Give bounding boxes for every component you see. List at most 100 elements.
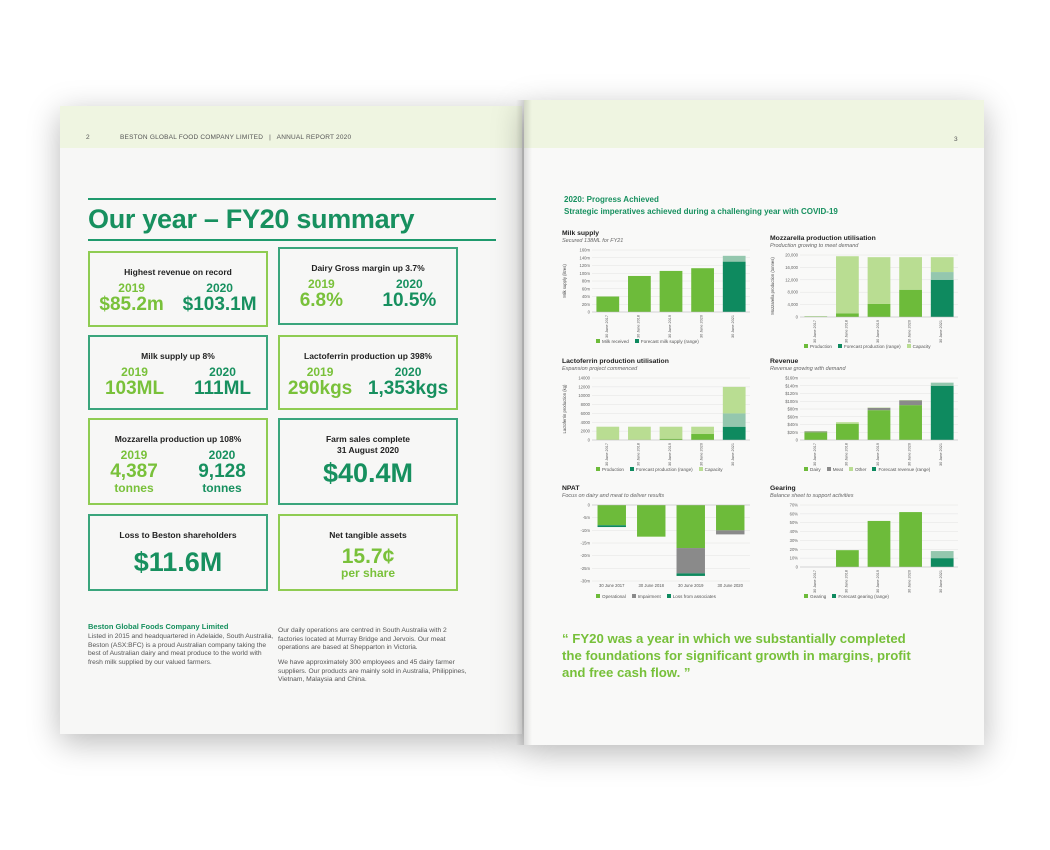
bar-segment xyxy=(899,289,922,317)
y-tick-label: -10m xyxy=(580,528,590,533)
legend-item: Milk received xyxy=(596,339,629,344)
stat-box-milk: Milk supply up 8% 2019 103ML 2020 111ML xyxy=(88,335,268,410)
stat-value: 1,353kgs xyxy=(367,378,449,399)
legend-item: Gearing xyxy=(804,594,826,599)
chart-subtitle: Secured 138ML for FY21 xyxy=(562,238,624,244)
left-page: 2 BESTON GLOBAL FOOD COMPANY LIMITED | A… xyxy=(60,106,522,734)
chart-revenue: Revenue Revenue growing with demand 0 $20m $… xyxy=(770,358,966,486)
stat-value: 15.7¢ xyxy=(341,545,395,568)
legend-item: Loss from associates xyxy=(666,594,716,599)
stat-box-loss: Loss to Beston shareholders $11.6M xyxy=(88,514,268,591)
stat-heading: Highest revenue on record xyxy=(124,267,232,277)
stat-box-revenue: Highest revenue on record 2019 $85.2m 202… xyxy=(88,251,268,327)
legend-label: Other xyxy=(854,467,867,472)
legend-swatch xyxy=(634,339,639,343)
legend-swatch xyxy=(906,344,911,348)
bar-segment xyxy=(596,426,620,440)
x-tick-label: 30 June 2018 xyxy=(639,583,665,588)
chart-mozzarella: Mozzarella production utilisation Product… xyxy=(770,235,966,363)
y-tick-label: $40m xyxy=(788,422,799,427)
y-tick-label: 10000 xyxy=(578,393,590,398)
y-tick-label: 20% xyxy=(790,547,799,552)
bar-segment xyxy=(722,413,746,427)
y-tick-label: 0 xyxy=(796,565,799,570)
stat-unit: per share xyxy=(340,566,396,580)
divider xyxy=(88,198,496,200)
bar-segment xyxy=(930,279,954,317)
legend-swatch xyxy=(872,467,877,471)
bar-segment xyxy=(930,551,954,559)
bar-segment xyxy=(930,272,954,280)
chart-title: Lactoferrin production utilisation xyxy=(562,358,669,365)
chart-title: NPAT xyxy=(562,485,580,492)
stat-heading: Loss to Beston shareholders xyxy=(119,530,237,540)
bar-segment xyxy=(867,407,891,411)
x-tick-label: 30 June 2018 xyxy=(844,443,848,466)
legend-item: Meat xyxy=(826,467,843,472)
legend-item: Forecast revenue (range) xyxy=(872,467,930,472)
x-tick-label: 30 June 2020 xyxy=(700,443,704,466)
x-tick-label: 30 June 2017 xyxy=(813,570,817,593)
x-tick-label: 30 June 2019 xyxy=(876,320,880,343)
legend-item: Dairy xyxy=(804,467,821,472)
legend-label: Meat xyxy=(832,467,843,472)
bar-segment xyxy=(597,505,626,526)
bar-segment xyxy=(722,255,746,262)
legend-swatch xyxy=(596,339,600,343)
chart-plot: Milk supply (litres) 0 20m 40m 60m 80m 100m 120… xyxy=(562,248,750,338)
bar-segment xyxy=(722,261,746,312)
bar-segment xyxy=(628,426,651,440)
y-tick-label: 70% xyxy=(790,503,799,508)
legend-label: Capacity xyxy=(912,344,931,349)
chart-legend: Operational Impairment Loss from associate… xyxy=(596,594,758,599)
page-number: 2 xyxy=(86,134,90,141)
chart-title: Mozzarella production utilisation xyxy=(770,235,876,242)
y-tick-label: -20m xyxy=(580,553,590,558)
stat-box-mozzarella: Mozzarella production up 108% 2019 4,387 t… xyxy=(88,418,268,505)
stat-heading: Net tangible assets xyxy=(329,530,407,540)
legend-swatch xyxy=(631,594,636,598)
x-tick-label: 30 June 2020 xyxy=(908,320,912,343)
bar-segment xyxy=(836,423,859,440)
legend-label: Production xyxy=(810,344,832,349)
bar-segment xyxy=(867,520,891,567)
legend-label: Operational xyxy=(602,594,626,599)
year-label: 2020 xyxy=(208,448,236,462)
year-label: 2020 xyxy=(206,281,233,295)
legend-swatch xyxy=(804,594,808,598)
y-tick-label: 120m xyxy=(580,263,591,268)
chart-subtitle: Production growing to meet demand xyxy=(770,243,859,249)
stat-unit: tonnes xyxy=(202,481,242,495)
chart-legend: Production Forecast production (range) Cap… xyxy=(804,344,966,349)
legend-label: Forecast milk supply (range) xyxy=(640,339,699,344)
bar-segment xyxy=(659,438,683,440)
y-tick-label: 0 xyxy=(588,310,591,315)
x-tick-label: 30 June 2017 xyxy=(605,315,609,338)
legend-label: Capacity xyxy=(704,467,723,472)
chart-subtitle: Balance sheet to support activities xyxy=(770,493,854,499)
year-label: 2020 xyxy=(394,365,422,379)
legend-item: Production xyxy=(804,344,832,349)
bar-segment xyxy=(804,431,828,433)
bar-segment xyxy=(836,550,859,567)
year-label: 2019 xyxy=(308,277,335,291)
right-page: 3 2020: Progress Achieved Strategic impe… xyxy=(524,100,984,745)
stat-box-margin: Dairy Gross margin up 3.7% 2019 6.8% 2020… xyxy=(278,247,458,325)
spine-shadow xyxy=(516,100,532,745)
legend-swatch xyxy=(837,344,842,348)
stat-heading: Lactoferrin production up 398% xyxy=(304,351,432,361)
x-tick-label: 30 June 2017 xyxy=(813,320,817,343)
stat-value: $103.1M xyxy=(182,294,257,315)
y-axis-label: Lactoferrin production (kg) xyxy=(562,384,567,433)
y-tick-label: 8,000 xyxy=(788,290,799,295)
stat-value: $85.2m xyxy=(99,294,164,315)
stat-heading: Farm sales complete xyxy=(325,434,411,444)
bar-segment xyxy=(899,400,922,406)
chart-title: Milk supply xyxy=(562,230,600,237)
bar-segment xyxy=(899,405,922,440)
legend-item: Forecast production (range) xyxy=(837,344,901,349)
legend-item: Forecast milk supply (range) xyxy=(634,339,699,344)
y-tick-label: 160m xyxy=(580,248,591,253)
running-header: BESTON GLOBAL FOOD COMPANY LIMITED | ANN… xyxy=(120,134,352,141)
chart-npat: NPAT Focus on dairy and meat to deliver r… xyxy=(562,485,758,613)
